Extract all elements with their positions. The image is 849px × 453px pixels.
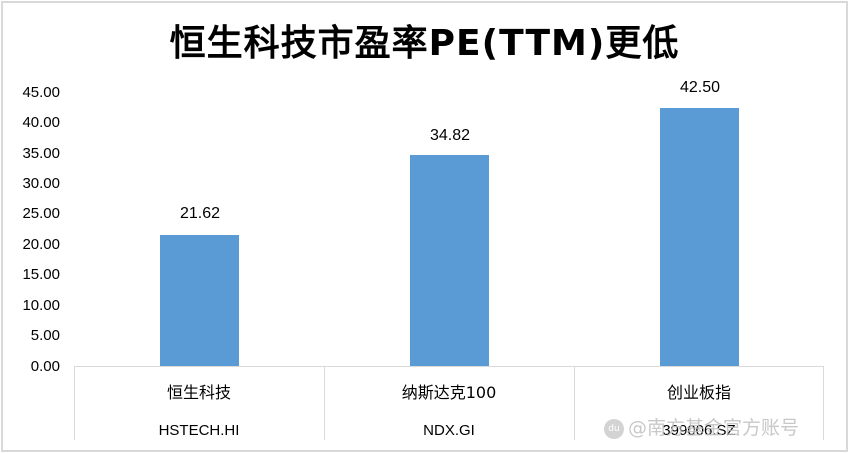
category-code: 399006.SZ: [662, 422, 736, 439]
category-label: 纳斯达克100: [401, 383, 497, 402]
table-divider: [324, 366, 325, 440]
category-label: 创业板指: [666, 383, 731, 402]
table-divider: [74, 366, 75, 440]
category-code: NDX.GI: [423, 422, 475, 439]
y-tick: 10.00: [22, 297, 60, 314]
category-label: 恒生科技: [166, 383, 231, 402]
baidu-paw-icon: du: [604, 418, 624, 439]
bar-hstech: [160, 235, 239, 366]
data-label-chinext: 42.50: [679, 79, 721, 96]
bar-chinext: [660, 108, 739, 366]
data-label-ndx: 34.82: [429, 127, 471, 144]
watermark-text: @南方基金官方账号: [628, 417, 800, 439]
y-tick: 45.00: [22, 84, 60, 101]
data-label-hstech: 21.62: [179, 205, 221, 222]
y-tick: 40.00: [22, 114, 60, 131]
y-tick: 35.00: [22, 145, 60, 162]
x-axis-line: [74, 366, 824, 367]
watermark: du @南方基金官方账号: [604, 413, 799, 440]
category-code: HSTECH.HI: [158, 422, 240, 439]
y-tick: 5.00: [30, 327, 60, 344]
chart-title: 恒生科技市盈率PE(TTM)更低: [169, 23, 680, 64]
y-tick: 30.00: [22, 175, 60, 192]
y-tick: 25.00: [22, 205, 60, 222]
bar-ndx: [410, 155, 489, 366]
table-divider: [823, 366, 824, 440]
y-tick: 0.00: [30, 358, 60, 375]
y-tick: 15.00: [22, 266, 60, 283]
table-divider: [574, 366, 575, 440]
y-tick: 20.00: [22, 236, 60, 253]
